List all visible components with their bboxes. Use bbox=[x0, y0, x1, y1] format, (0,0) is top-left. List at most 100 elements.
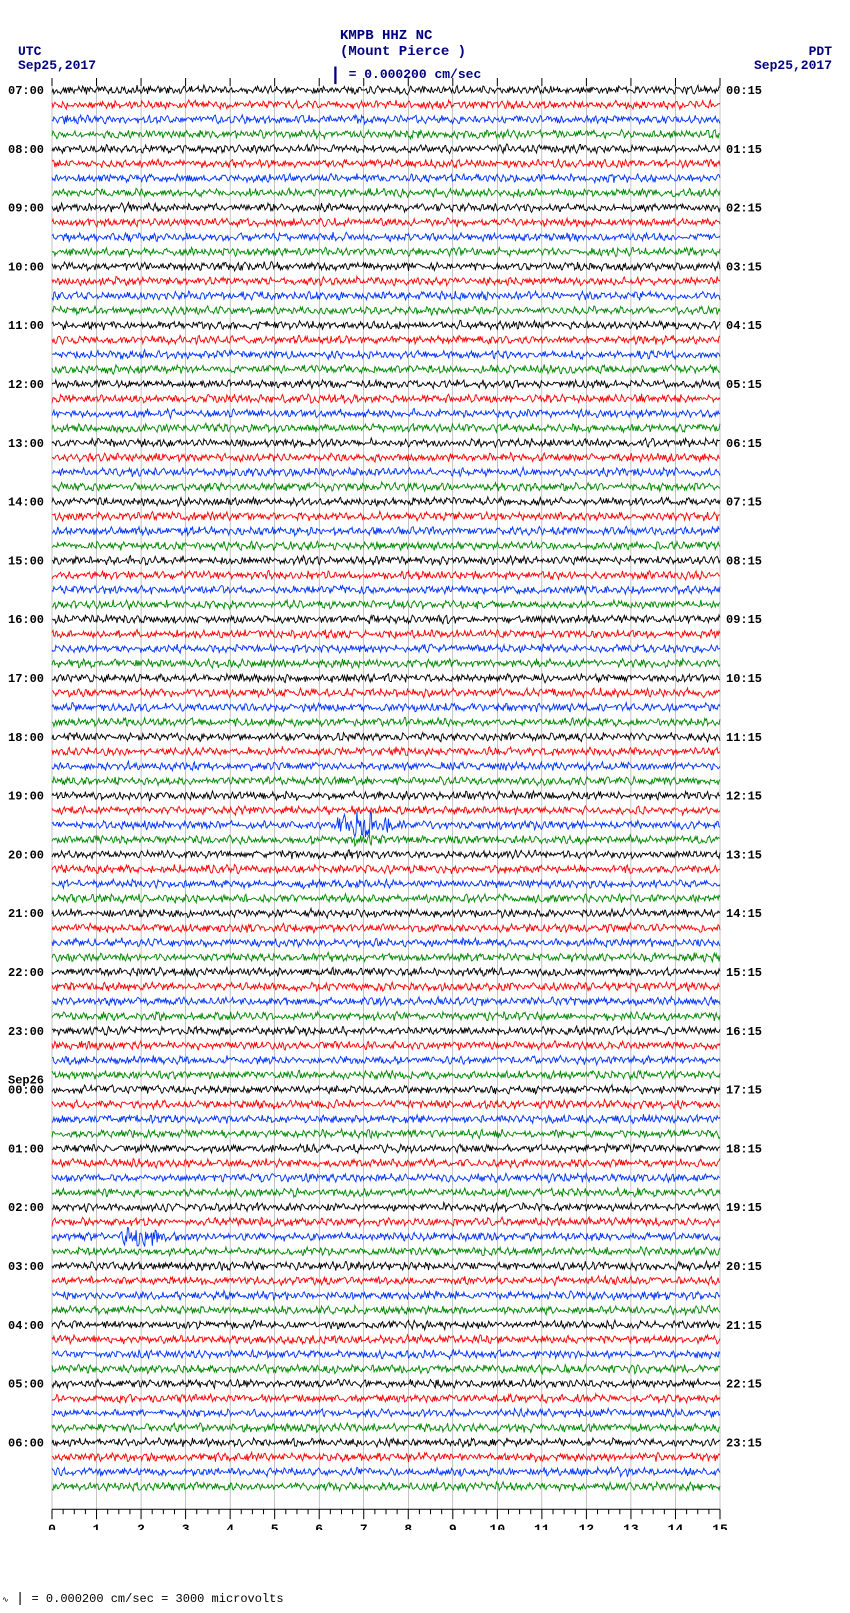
seismic-trace bbox=[52, 1228, 720, 1247]
seismic-trace bbox=[52, 674, 720, 683]
utc-hour-label: 18:00 bbox=[8, 731, 44, 745]
seismic-trace bbox=[52, 997, 720, 1006]
utc-hour-label: 03:00 bbox=[8, 1260, 44, 1274]
seismic-trace bbox=[52, 467, 720, 477]
utc-hour-label: 06:00 bbox=[8, 1436, 44, 1450]
seismogram-plot: 0123456789101112131415TIME (MINUTES)07:0… bbox=[0, 0, 850, 1530]
seismic-trace bbox=[52, 1012, 720, 1021]
seismic-trace bbox=[52, 144, 720, 154]
seismic-trace bbox=[52, 938, 720, 948]
seismic-trace bbox=[52, 306, 720, 315]
pdt-hour-label: 16:15 bbox=[726, 1025, 762, 1039]
seismic-trace bbox=[52, 1085, 720, 1094]
seismic-trace bbox=[52, 1203, 720, 1213]
pdt-hour-label: 13:15 bbox=[726, 848, 762, 862]
x-tick-label: 13 bbox=[623, 1522, 639, 1530]
seismic-trace bbox=[52, 394, 720, 403]
seismic-trace bbox=[52, 717, 720, 726]
pdt-hour-label: 20:15 bbox=[726, 1260, 762, 1274]
seismic-trace bbox=[52, 644, 720, 653]
seismic-trace bbox=[52, 159, 720, 168]
utc-hour-label: 14:00 bbox=[8, 496, 44, 510]
seismic-trace bbox=[52, 438, 720, 447]
seismic-trace bbox=[52, 85, 720, 95]
pdt-hour-label: 23:15 bbox=[726, 1436, 762, 1450]
seismic-trace bbox=[52, 570, 720, 579]
seismic-trace bbox=[52, 511, 720, 521]
utc-hour-label: 16:00 bbox=[8, 613, 44, 627]
pdt-hour-label: 15:15 bbox=[726, 966, 762, 980]
seismic-trace bbox=[52, 1320, 720, 1330]
pdt-hour-label: 09:15 bbox=[726, 613, 762, 627]
seismic-trace bbox=[52, 600, 720, 610]
x-tick-label: 7 bbox=[360, 1522, 368, 1530]
x-tick-label: 9 bbox=[449, 1522, 457, 1530]
pdt-hour-label: 11:15 bbox=[726, 731, 762, 745]
seismic-trace bbox=[52, 835, 720, 846]
x-tick-label: 8 bbox=[404, 1522, 412, 1530]
seismic-trace bbox=[52, 115, 720, 124]
seismic-trace bbox=[52, 732, 720, 741]
seismic-trace bbox=[52, 811, 720, 837]
seismic-trace bbox=[52, 1100, 720, 1110]
seismic-trace bbox=[52, 1261, 720, 1271]
utc-hour-label: 15:00 bbox=[8, 554, 44, 568]
utc-hour-label: 20:00 bbox=[8, 848, 44, 862]
utc-hour-label: 07:00 bbox=[8, 84, 44, 98]
utc-hour-label: 23:00 bbox=[8, 1025, 44, 1039]
seismic-trace bbox=[52, 203, 720, 213]
x-tick-label: 1 bbox=[93, 1522, 101, 1530]
seismic-trace bbox=[52, 1041, 720, 1051]
pdt-hour-label: 02:15 bbox=[726, 202, 762, 216]
seismic-trace bbox=[52, 1335, 720, 1344]
seismic-trace bbox=[52, 423, 720, 432]
seismic-trace bbox=[52, 791, 720, 801]
utc-hour-label: 22:00 bbox=[8, 966, 44, 980]
seismic-trace bbox=[52, 1070, 720, 1079]
seismic-trace bbox=[52, 174, 720, 183]
seismic-trace bbox=[52, 1350, 720, 1359]
x-tick-label: 5 bbox=[271, 1522, 279, 1530]
pdt-hour-label: 04:15 bbox=[726, 319, 762, 333]
seismic-trace bbox=[52, 1144, 720, 1153]
pdt-hour-label: 06:15 bbox=[726, 437, 762, 451]
seismic-trace bbox=[52, 1217, 720, 1226]
utc-hour-label: 04:00 bbox=[8, 1319, 44, 1333]
seismogram-page: KMPB HHZ NC (Mount Pierce ) | = 0.000200… bbox=[0, 0, 850, 1613]
utc-hour-label: 13:00 bbox=[8, 437, 44, 451]
seismic-trace bbox=[52, 777, 720, 786]
seismic-trace bbox=[52, 688, 720, 698]
utc-hour-label: 01:00 bbox=[8, 1142, 44, 1156]
x-tick-label: 4 bbox=[226, 1522, 234, 1530]
seismic-trace bbox=[52, 350, 720, 360]
x-tick-label: 3 bbox=[182, 1522, 190, 1530]
seismic-trace bbox=[52, 1129, 720, 1138]
utc-hour-label: 02:00 bbox=[8, 1201, 44, 1215]
seismic-trace bbox=[52, 908, 720, 918]
seismic-trace bbox=[52, 1379, 720, 1388]
seismic-trace bbox=[52, 864, 720, 874]
x-tick-label: 10 bbox=[490, 1522, 506, 1530]
pdt-hour-label: 14:15 bbox=[726, 907, 762, 921]
pdt-hour-label: 00:15 bbox=[726, 84, 762, 98]
seismic-trace bbox=[52, 1423, 720, 1433]
utc-hour-label: 17:00 bbox=[8, 672, 44, 686]
pdt-hour-label: 03:15 bbox=[726, 260, 762, 274]
seismic-trace bbox=[52, 585, 720, 594]
seismic-trace bbox=[52, 1394, 720, 1403]
seismic-trace bbox=[52, 100, 720, 109]
seismic-trace bbox=[52, 879, 720, 888]
seismic-trace bbox=[52, 1364, 720, 1373]
seismic-trace bbox=[52, 1291, 720, 1301]
seismic-trace bbox=[52, 615, 720, 624]
seismic-trace bbox=[52, 482, 720, 491]
utc-hour-label: 09:00 bbox=[8, 202, 44, 216]
pdt-hour-label: 07:15 bbox=[726, 496, 762, 510]
seismic-trace bbox=[52, 1452, 720, 1462]
pdt-hour-label: 17:15 bbox=[726, 1084, 762, 1098]
seismic-trace bbox=[52, 1467, 720, 1477]
seismic-trace bbox=[52, 380, 720, 389]
seismic-trace bbox=[52, 409, 720, 419]
seismic-trace bbox=[52, 703, 720, 713]
seismic-trace bbox=[52, 526, 720, 536]
